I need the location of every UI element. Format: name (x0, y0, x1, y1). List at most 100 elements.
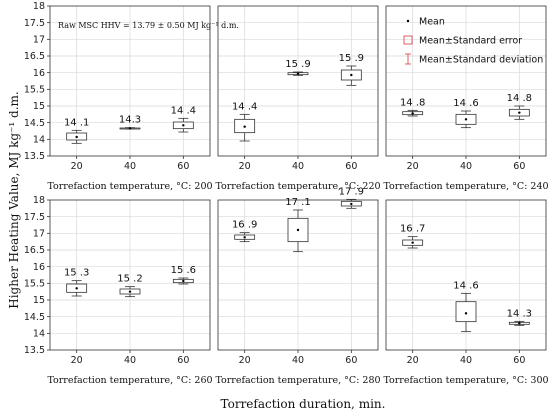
value-label: 14 .4 (232, 101, 257, 112)
mean-point (182, 124, 185, 127)
y-tick-label: 15.5 (24, 85, 45, 96)
mean-point (128, 290, 132, 293)
panel-1: 13.5 14 14.5 15 15.5 16 16.5 17 17.5 18 20 40 60 Torr… (24, 1, 239, 192)
legend-label: Mean (419, 17, 445, 28)
x-tick-label: 20 (407, 355, 419, 366)
x-tick-label: 60 (513, 161, 525, 172)
x-tick-label: 40 (292, 161, 304, 172)
box-60: 14 .3 (507, 308, 532, 326)
value-label: 17 .9 (339, 186, 364, 197)
y-axis-title: Higher Heating Value, MJ kg⁻¹ d.m. (7, 91, 21, 309)
y-tick-label: 17.5 (24, 212, 45, 223)
y-tick-label: 14 (33, 135, 45, 146)
value-label: 14 .1 (64, 117, 89, 128)
panel-title: Torrefaction temperature, °C: 300 (383, 375, 548, 386)
panel-title: Torrefaction temperature, °C: 220 (215, 181, 380, 192)
y-tick-label: 18 (33, 1, 45, 12)
value-label: 14 .8 (400, 97, 425, 108)
panels: 13.5 14 14.5 15 15.5 16 16.5 17 17.5 18 20 40 60 Torr… (24, 1, 549, 386)
box-60: 17 .9 (339, 186, 364, 209)
se-box (455, 301, 477, 323)
legend-item-point: Mean (406, 17, 445, 28)
box-60: 15 .9 (339, 53, 364, 86)
mean-point (75, 287, 78, 290)
value-label: 14 .6 (453, 280, 478, 291)
value-label: 16 .7 (400, 224, 425, 235)
x-tick-label: 40 (460, 355, 472, 366)
y-tick-label: 17.5 (24, 18, 45, 29)
x-tick-label: 40 (124, 355, 136, 366)
y-tick-label: 18 (33, 195, 45, 206)
mean-point (296, 228, 300, 232)
value-label: 15 .2 (117, 274, 142, 285)
panel-4: 13.5 14 14.5 15 15.5 16 16.5 17 17.5 18 20 40 60 Torr… (24, 195, 213, 386)
value-label: 15 .9 (339, 53, 364, 64)
box-60: 14 .4 (171, 105, 196, 133)
x-tick-label: 20 (239, 161, 251, 172)
annotation: Raw MSC HHV = 13.79 ± 0.50 MJ kg⁻¹ d.m. (58, 21, 239, 30)
x-tick-label: 60 (345, 161, 357, 172)
x-tick-label: 60 (345, 355, 357, 366)
mean-point (518, 111, 521, 114)
box-40: 15 .2 (117, 274, 143, 298)
legend-label: Mean±Standard deviation (419, 55, 543, 66)
x-tick-label: 40 (460, 161, 472, 172)
panel-2: 20 40 60 Torrefaction temperature, °C: 220 1… (215, 5, 381, 192)
legend-box-icon (403, 35, 413, 45)
value-label: 17 .1 (285, 197, 310, 208)
x-tick-label: 20 (71, 161, 83, 172)
mean-point (243, 125, 246, 128)
y-tick-label: 16 (33, 262, 45, 273)
x-tick-label: 40 (124, 161, 136, 172)
value-label: 14 .3 (507, 308, 532, 319)
y-tick-label: 16.5 (24, 51, 45, 62)
panel-title: Torrefaction temperature, °C: 280 (215, 375, 380, 386)
panel-3: 20 40 60 Torrefaction temperature, °C: 240 1… (383, 5, 549, 192)
legend: Mean Mean±Standard error Mean±Standard dev… (403, 17, 543, 66)
mean-point (182, 279, 185, 283)
value-label: 15 .6 (171, 265, 196, 276)
legend-item-whisker: Mean±Standard deviation (405, 53, 543, 66)
y-tick-label: 14 (33, 329, 45, 340)
x-tick-label: 60 (513, 355, 525, 366)
mean-point (411, 241, 414, 244)
box-40: 14.3 (119, 115, 141, 130)
x-tick-label: 60 (177, 161, 189, 172)
x-tick-label: 20 (407, 161, 419, 172)
legend-label: Mean±Standard error (419, 36, 522, 47)
y-tick-label: 16.5 (24, 245, 45, 256)
mean-point (296, 72, 300, 75)
value-label: 15 .3 (64, 268, 89, 279)
box-20: 14 .8 (400, 97, 425, 117)
legend-mean-icon (406, 19, 410, 23)
x-tick-label: 20 (71, 355, 83, 366)
value-label: 15 .9 (285, 59, 310, 70)
mean-point (128, 127, 132, 130)
mean-point (350, 73, 353, 77)
y-tick-label: 13.5 (24, 345, 45, 356)
x-tick-label: 60 (177, 355, 189, 366)
y-tick-label: 15 (33, 295, 45, 306)
y-tick-label: 17 (33, 35, 45, 46)
box-60: 14 .8 (507, 93, 532, 120)
mean-point (464, 312, 468, 315)
x-tick-label: 20 (239, 355, 251, 366)
value-label: 14.3 (119, 115, 141, 126)
y-tick-label: 13.5 (24, 151, 45, 162)
box-40: 14 .6 (453, 98, 479, 129)
box-20: 15 .3 (64, 268, 89, 297)
y-tick-label: 15.5 (24, 279, 45, 290)
box-40: 17 .1 (285, 197, 311, 253)
y-tick-label: 14.5 (24, 312, 45, 323)
mean-point (350, 202, 353, 206)
value-label: 16 .9 (232, 220, 257, 231)
box-40: 14 .6 (453, 280, 479, 333)
mean-point (518, 322, 521, 325)
panel-5: 20 40 60 Torrefaction temperature, °C: 280 1… (215, 186, 380, 386)
value-label: 14 .4 (171, 105, 196, 116)
y-tick-label: 17 (33, 229, 45, 240)
y-tick-label: 14.5 (24, 118, 45, 129)
panel-6: 20 40 60 Torrefaction temperature, °C: 300 1… (383, 199, 549, 386)
panel-title: Torrefaction temperature, °C: 240 (383, 181, 548, 192)
box-40: 15 .9 (285, 59, 311, 76)
